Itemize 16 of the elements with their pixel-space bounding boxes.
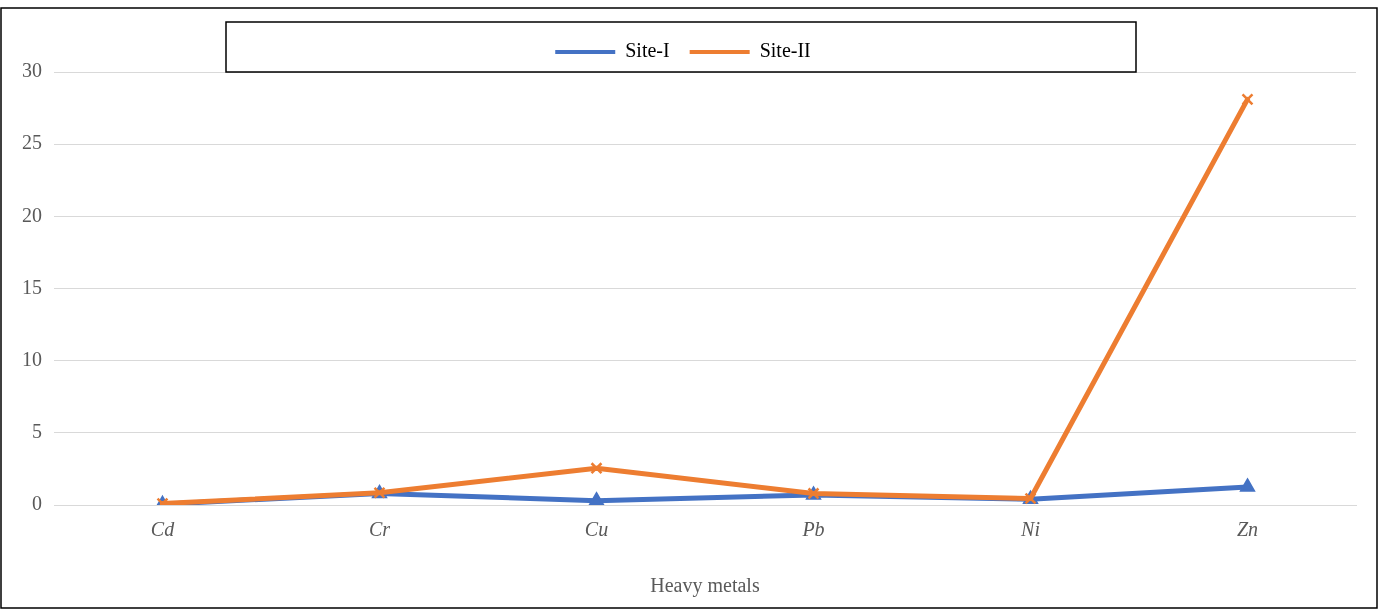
legend-label: Site-I bbox=[625, 39, 670, 62]
y-tick-label: 20 bbox=[22, 203, 42, 226]
y-tick-label: 30 bbox=[22, 59, 42, 82]
y-tick-label: 0 bbox=[32, 492, 42, 515]
x-tick-label: Cr bbox=[368, 518, 391, 541]
y-tick-label: 15 bbox=[22, 275, 42, 298]
x-tick-label: Zn bbox=[1236, 518, 1259, 541]
x-tick-label: Cd bbox=[150, 518, 176, 541]
x-axis-title: Heavy metals bbox=[650, 574, 760, 598]
y-tick-label: 5 bbox=[32, 420, 42, 443]
x-tick-label: Cu bbox=[584, 518, 609, 541]
y-tick-label: 25 bbox=[22, 131, 42, 154]
y-tick-label: 10 bbox=[22, 347, 42, 370]
x-tick-label: Pb bbox=[801, 518, 825, 541]
legend-label: Site-II bbox=[759, 39, 811, 62]
x-tick-label: Ni bbox=[1020, 518, 1040, 541]
